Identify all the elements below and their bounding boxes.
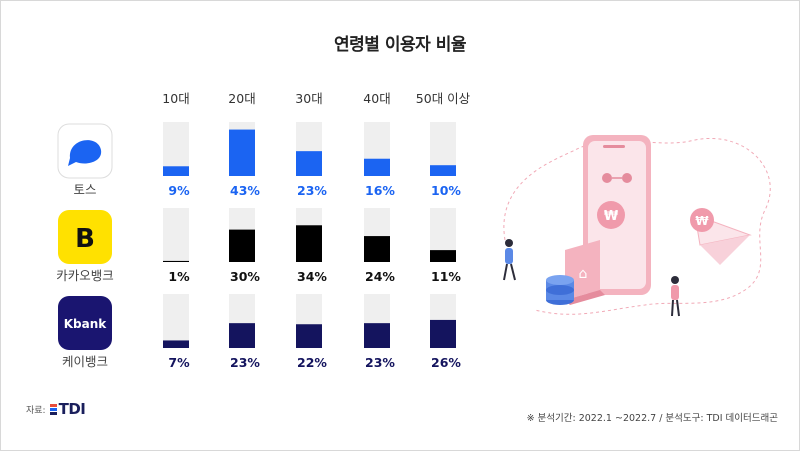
data-label: 23% xyxy=(297,183,327,198)
data-label: 16% xyxy=(365,183,395,198)
data-label: 23% xyxy=(365,355,395,370)
won-coin-icon: ₩ xyxy=(690,208,714,232)
dashed-path-decoration xyxy=(503,138,771,315)
kbank-logo-icon: Kbank xyxy=(58,296,112,350)
category-label: 10대 xyxy=(162,91,189,106)
series-name: 토스 xyxy=(73,182,96,197)
person-right-icon xyxy=(671,276,680,317)
data-label: 7% xyxy=(168,355,190,370)
bar xyxy=(229,229,255,262)
kakaobank-logo-icon: B xyxy=(58,210,112,264)
data-label: 34% xyxy=(297,269,327,284)
data-label: 26% xyxy=(431,355,461,370)
mobile-banking-illustration: ₩ ₩ ⌂ xyxy=(503,135,771,317)
tdi-logo-text: TDI xyxy=(58,400,86,418)
category-label: 30대 xyxy=(295,91,322,106)
bar xyxy=(296,151,322,176)
bar xyxy=(163,340,189,348)
coin-stack-icon xyxy=(546,275,574,305)
bar xyxy=(229,323,255,348)
bar xyxy=(163,260,189,262)
chart-title: 연령별 이용자 비율 xyxy=(334,35,466,55)
svg-text:⌂: ⌂ xyxy=(579,266,588,282)
bar-track xyxy=(163,208,189,262)
data-label: 24% xyxy=(365,269,395,284)
bar xyxy=(364,323,390,348)
toss-logo-icon xyxy=(57,123,113,179)
source-label: 자료: xyxy=(26,405,46,416)
series-name: 카카오뱅크 xyxy=(56,268,114,283)
bar xyxy=(430,250,456,262)
data-label: 43% xyxy=(230,183,260,198)
category-label: 20대 xyxy=(228,91,255,106)
bar xyxy=(163,166,189,176)
series-name: 케이뱅크 xyxy=(62,354,108,369)
svg-text:₩: ₩ xyxy=(695,214,709,228)
data-label: 23% xyxy=(230,355,260,370)
footnote: ※ 분석기간: 2022.1 ~2022.7 / 분석도구: TDI 데이터드래… xyxy=(526,413,778,424)
source-logo: 자료: TDI xyxy=(26,400,86,418)
person-left-icon xyxy=(503,239,516,281)
svg-text:B: B xyxy=(75,224,95,254)
data-label: 11% xyxy=(431,269,461,284)
bar xyxy=(296,324,322,348)
data-label: 9% xyxy=(168,183,190,198)
bar-track xyxy=(163,294,189,348)
category-label: 50대 이상 xyxy=(416,91,471,106)
bar xyxy=(296,225,322,262)
tdi-mark-icon xyxy=(49,403,57,415)
category-label: 40대 xyxy=(363,91,390,106)
data-label: 10% xyxy=(431,183,461,198)
data-label: 22% xyxy=(297,355,327,370)
tdi-logo: TDI xyxy=(49,400,86,418)
bar xyxy=(364,236,390,262)
data-label: 1% xyxy=(168,269,190,284)
svg-text:₩: ₩ xyxy=(604,209,619,224)
data-label: 30% xyxy=(230,269,260,284)
bar xyxy=(430,165,456,176)
bar xyxy=(364,158,390,176)
bar xyxy=(430,319,456,348)
bar xyxy=(229,129,255,176)
svg-text:Kbank: Kbank xyxy=(64,317,108,331)
